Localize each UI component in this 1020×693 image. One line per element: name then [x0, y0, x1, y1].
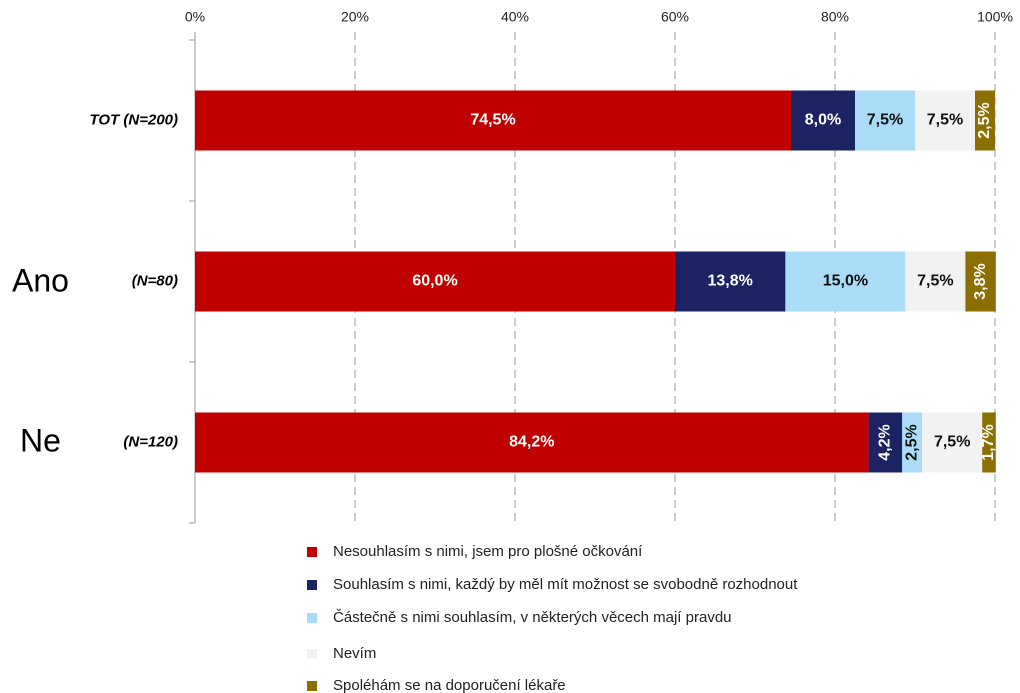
value-label: 2,5% [976, 102, 993, 138]
value-label: 7,5% [867, 112, 903, 129]
bar-segment [982, 412, 996, 473]
value-label: 7,5% [917, 273, 953, 290]
x-tick-label: 20% [341, 9, 369, 25]
value-label: 74,5% [470, 112, 515, 129]
legend-label: Spoléhám se na doporučení lékaře [333, 677, 566, 693]
legend-label: Souhlasím s nimi, každý by měl mít možno… [333, 576, 798, 593]
value-label: 15,0% [823, 273, 868, 290]
group-label: Ne [20, 422, 61, 458]
bar-segment [905, 251, 966, 312]
legend-swatch [307, 547, 317, 557]
legend-label: Nevím [333, 645, 376, 662]
value-label: 60,0% [412, 273, 457, 290]
value-label: 3,8% [972, 263, 989, 299]
bar-segment [902, 412, 923, 473]
value-label: 1,7% [980, 424, 997, 460]
x-tick-label: 0% [185, 9, 205, 25]
value-label: 13,8% [708, 273, 753, 290]
x-tick-label: 40% [501, 9, 529, 25]
bar-segment [195, 412, 869, 473]
legend-swatch [307, 580, 317, 590]
legend-swatch [307, 681, 317, 691]
value-label: 7,5% [934, 434, 970, 451]
value-label: 2,5% [903, 424, 920, 460]
bar-segment [791, 90, 855, 151]
value-label: 7,5% [927, 112, 963, 129]
bar-segment [975, 90, 995, 151]
category-label: (N=80) [132, 272, 178, 289]
value-label: 84,2% [509, 434, 554, 451]
group-label: Ano [12, 262, 69, 298]
bar-segment [868, 412, 903, 473]
bar-segment [922, 412, 983, 473]
bar-segment [675, 251, 786, 312]
x-tick-label: 80% [821, 9, 849, 25]
bar-segment [855, 90, 915, 151]
value-label: 8,0% [805, 112, 841, 129]
category-label: TOT (N=200) [90, 111, 179, 128]
bar-segment [915, 90, 975, 151]
legend-swatch [307, 649, 317, 659]
x-tick-label: 60% [661, 9, 689, 25]
category-label: (N=120) [123, 433, 178, 450]
bar-segment [195, 251, 675, 312]
bar-segment [965, 251, 996, 312]
legend-swatch [307, 613, 317, 623]
value-label: 4,2% [877, 424, 894, 460]
bar-segment [785, 251, 906, 312]
legend-label: Nesouhlasím s nimi, jsem pro plošné očko… [333, 543, 643, 560]
bar-segment [195, 90, 791, 151]
x-tick-label: 100% [977, 9, 1013, 25]
legend-label: Částečně s nimi souhlasím, v některých v… [333, 609, 732, 626]
